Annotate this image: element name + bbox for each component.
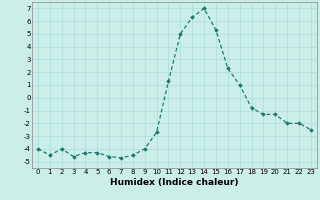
X-axis label: Humidex (Indice chaleur): Humidex (Indice chaleur) xyxy=(110,178,239,187)
